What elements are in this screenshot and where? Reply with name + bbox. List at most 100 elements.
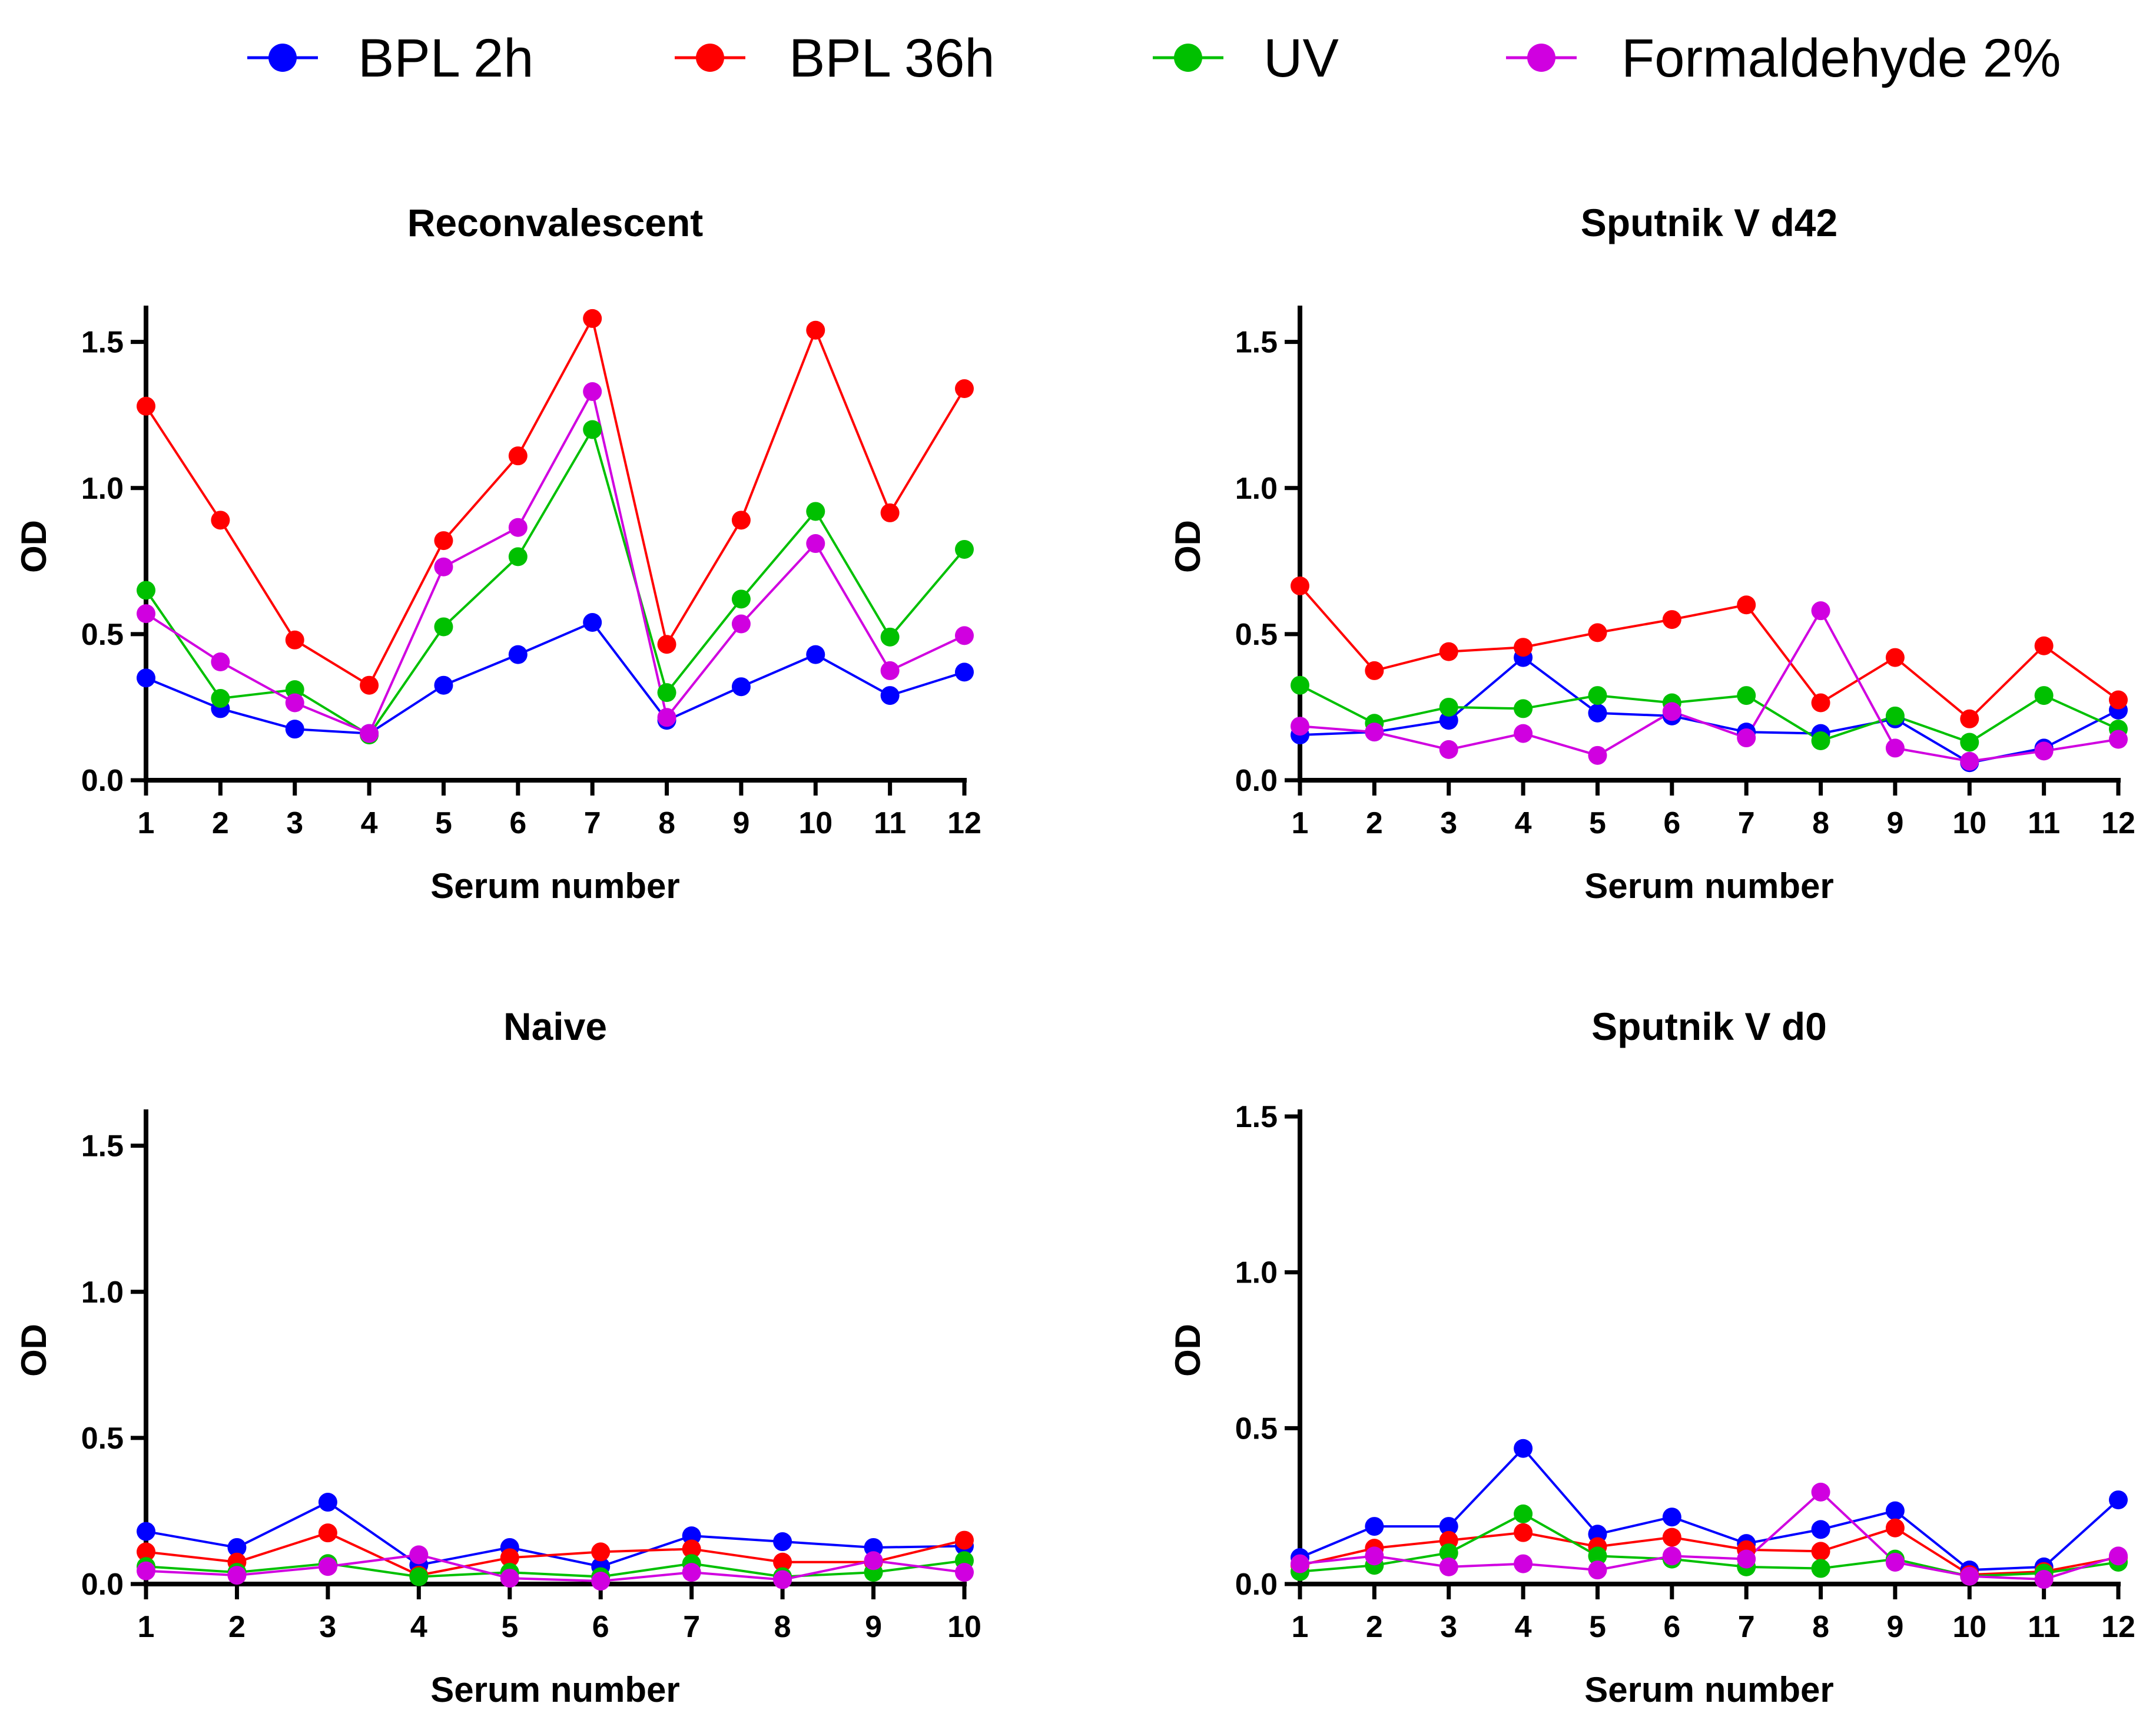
legend-swatch-marker bbox=[696, 44, 724, 72]
data-point bbox=[682, 1563, 701, 1582]
legend-label: BPL 2h bbox=[358, 28, 533, 88]
data-point bbox=[1885, 1552, 1905, 1572]
data-point bbox=[806, 320, 825, 340]
data-point bbox=[1514, 1439, 1533, 1458]
data-point bbox=[591, 1542, 611, 1562]
y-tick-label: 0.0 bbox=[81, 764, 124, 798]
data-point bbox=[880, 661, 900, 680]
data-point bbox=[2034, 741, 2054, 761]
data-point bbox=[409, 1567, 429, 1586]
data-point bbox=[657, 708, 676, 727]
data-point bbox=[2034, 1570, 2054, 1589]
data-point bbox=[1514, 699, 1533, 718]
series-line bbox=[1299, 1446, 2119, 1572]
x-tick-label: 5 bbox=[435, 806, 452, 840]
data-point bbox=[1960, 733, 1979, 752]
x-tick-label: 3 bbox=[319, 1610, 336, 1644]
data-point bbox=[360, 724, 379, 743]
x-tick-label: 6 bbox=[1663, 806, 1680, 840]
x-tick-label: 4 bbox=[1515, 1610, 1532, 1644]
data-point bbox=[1365, 723, 1384, 742]
y-tick-label: 1.0 bbox=[81, 1275, 124, 1310]
x-axis-label: Serum number bbox=[1584, 1670, 1833, 1709]
data-point bbox=[434, 557, 453, 576]
data-point bbox=[1291, 1554, 1309, 1573]
data-point bbox=[955, 626, 974, 645]
y-tick-label: 1.0 bbox=[1235, 472, 1278, 506]
data-point bbox=[1291, 675, 1309, 695]
legend-swatch-marker bbox=[1174, 44, 1202, 72]
x-tick-label: 7 bbox=[584, 806, 601, 840]
x-tick-label: 4 bbox=[410, 1610, 427, 1644]
series-line bbox=[145, 621, 965, 735]
x-tick-label: 2 bbox=[1366, 1610, 1383, 1644]
chart-reconvalescent: Reconvalescent OD Serum number 0.0 0.5 1.0 1.5… bbox=[14, 201, 981, 906]
data-point bbox=[1737, 728, 1756, 748]
data-point bbox=[1662, 1546, 1681, 1566]
series-line bbox=[145, 1559, 965, 1578]
data-point bbox=[434, 531, 453, 551]
data-point bbox=[682, 1526, 701, 1546]
data-point bbox=[1811, 1542, 1830, 1561]
data-point bbox=[508, 446, 528, 466]
data-point bbox=[137, 604, 155, 624]
y-tick-label: 1.0 bbox=[1235, 1256, 1278, 1290]
y-tick-label: 0.5 bbox=[81, 1422, 124, 1456]
y-tick-label: 0.0 bbox=[1235, 764, 1278, 798]
data-point bbox=[1588, 623, 1607, 642]
data-point bbox=[1885, 648, 1905, 667]
data-point bbox=[1811, 1520, 1830, 1539]
series-line bbox=[1299, 1490, 2119, 1581]
data-point bbox=[1514, 1523, 1533, 1542]
data-point bbox=[806, 534, 825, 554]
data-point bbox=[2034, 636, 2054, 655]
x-tick-label: 12 bbox=[2101, 806, 2135, 840]
x-tick-label: 10 bbox=[798, 806, 832, 840]
data-point bbox=[806, 502, 825, 521]
x-tick-label: 7 bbox=[1738, 806, 1755, 840]
data-point bbox=[318, 1557, 337, 1576]
x-tick-label: 7 bbox=[1738, 1610, 1755, 1644]
x-tick-label: 8 bbox=[658, 806, 675, 840]
x-tick-label: 9 bbox=[1886, 1610, 1903, 1644]
data-point bbox=[1960, 751, 1979, 771]
x-tick-label: 10 bbox=[1952, 806, 1986, 840]
series-line bbox=[145, 315, 966, 687]
y-tick-label: 1.5 bbox=[81, 326, 124, 360]
x-tick-label: 1 bbox=[138, 806, 155, 840]
data-point bbox=[1662, 1507, 1681, 1527]
data-point bbox=[2034, 686, 2054, 705]
data-point bbox=[773, 1532, 792, 1552]
legend-label: UV bbox=[1263, 28, 1339, 88]
y-tick-label: 0.0 bbox=[81, 1568, 124, 1602]
series-line bbox=[145, 1532, 965, 1577]
data-point bbox=[1514, 1504, 1533, 1523]
data-point bbox=[583, 309, 602, 328]
x-tick-label: 7 bbox=[683, 1610, 700, 1644]
series-line bbox=[145, 388, 965, 735]
x-tick-label: 9 bbox=[1886, 806, 1903, 840]
x-tick-label: 3 bbox=[1440, 1610, 1457, 1644]
data-point bbox=[1439, 1517, 1458, 1536]
data-point bbox=[508, 645, 528, 664]
data-point bbox=[731, 589, 751, 609]
data-point bbox=[864, 1538, 883, 1557]
x-tick-label: 11 bbox=[2028, 1610, 2060, 1644]
data-point bbox=[880, 627, 900, 647]
legend-item-bpl-2h: BPL 2h bbox=[247, 28, 533, 88]
data-point bbox=[1960, 709, 1979, 728]
data-point bbox=[731, 511, 751, 530]
y-axis-label: OD bbox=[1168, 520, 1208, 573]
series-line bbox=[1299, 684, 2119, 744]
x-axis-label: Serum number bbox=[1584, 866, 1833, 906]
chart-sputnik-v-d42: Sputnik V d42 OD Serum number 0.0 0.5 1.0 1.5 1… bbox=[1168, 201, 2135, 906]
data-point bbox=[591, 1572, 611, 1591]
data-point bbox=[955, 539, 974, 559]
legend-label: Formaldehyde 2% bbox=[1621, 28, 2061, 88]
x-tick-label: 5 bbox=[1589, 1610, 1606, 1644]
data-point bbox=[1588, 686, 1607, 705]
x-tick-label: 6 bbox=[1663, 1610, 1680, 1644]
data-point bbox=[434, 617, 453, 637]
legend-item-formaldehyde: Formaldehyde 2% bbox=[1506, 28, 2061, 88]
